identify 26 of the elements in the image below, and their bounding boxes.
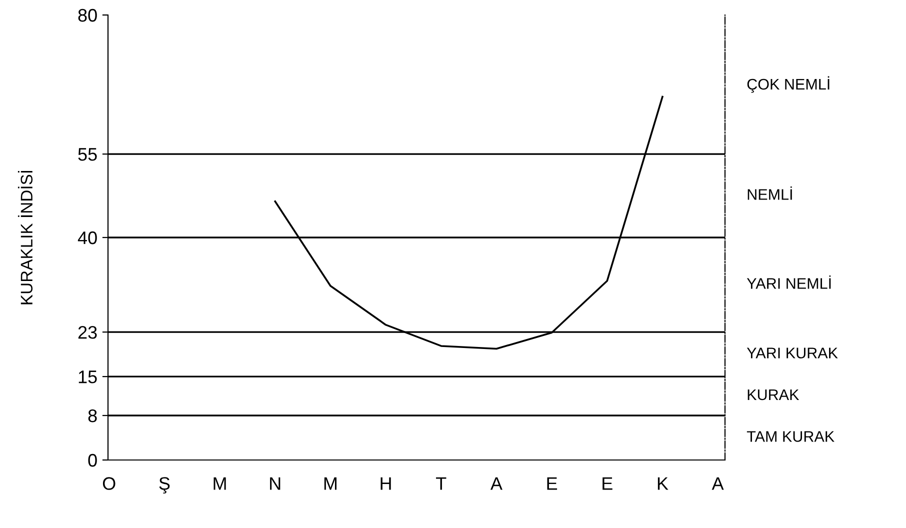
text: YARI KURAK [746,348,838,358]
y-tick-label: 15 [78,370,97,384]
text: TAM KURAK [746,431,834,442]
x-tick-label: E [547,477,558,490]
y-tick-label: 23 [78,326,97,339]
x-tick-label: T [436,477,446,490]
x-tick-label: O [102,477,116,490]
y-tick-label: 80 [78,8,97,22]
y-tick-label: 40 [78,231,97,244]
x-tick-label: Ş [159,477,170,494]
x-tick-label: N [270,477,280,490]
y-tick-label: 55 [78,148,97,161]
x-tick-label: A [490,477,502,490]
y-axis-title: KURAKLIK İNDİSİ [18,170,33,304]
y-tick-label: 8 [88,409,97,422]
x-tick-label: H [380,477,391,490]
x-tick-label: A [712,477,724,490]
y-tick-label: 0 [88,454,97,467]
x-tick-label: E [602,477,612,490]
x-tick-label: M [324,477,336,490]
text: ÇOK NEMLİ [747,76,830,93]
text: NEMLİ [748,186,792,200]
x-tick-label: K [658,477,668,490]
text: KURAK [748,389,800,400]
x-tick-label: M [214,477,226,490]
text: YARI NEMLİ [746,276,831,289]
